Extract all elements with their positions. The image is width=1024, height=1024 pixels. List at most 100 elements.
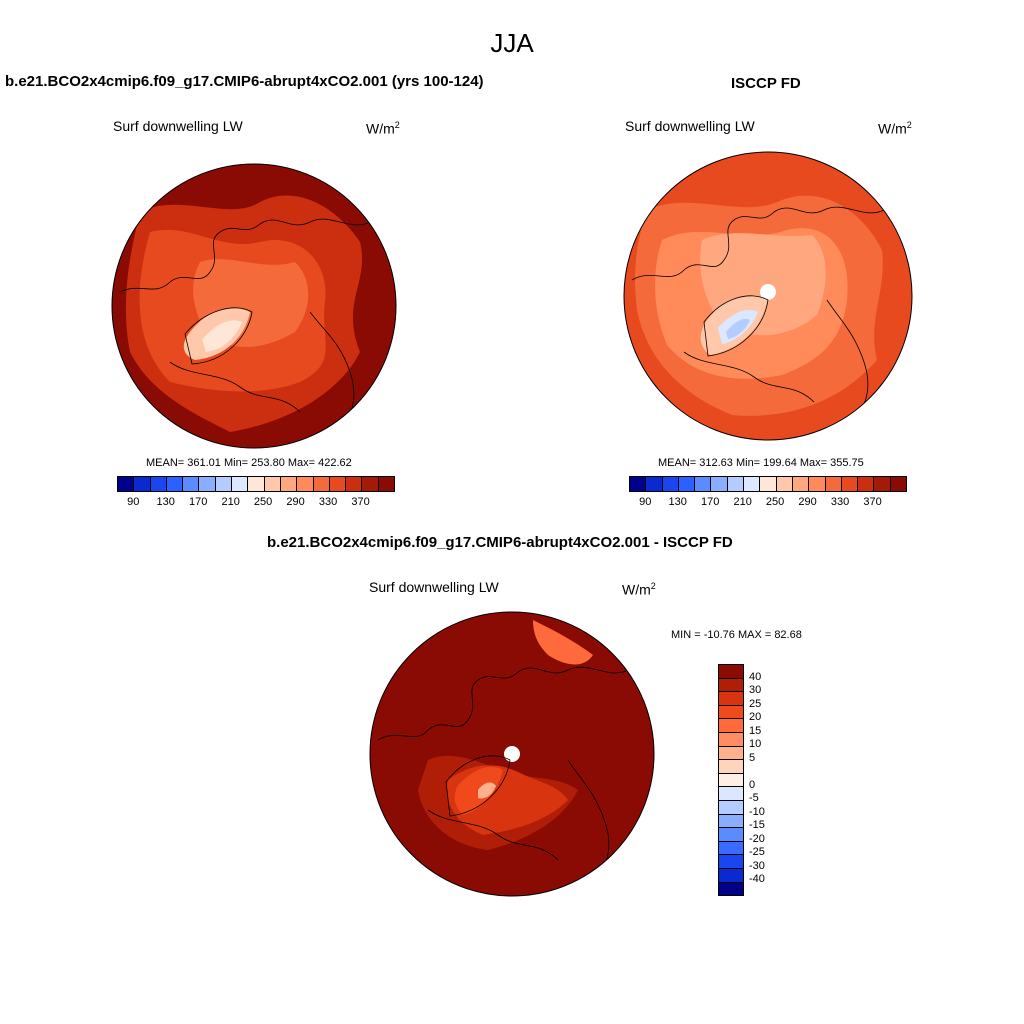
colorbar-tick-label: -10: [749, 805, 765, 818]
colorbar-swatch: [719, 773, 743, 788]
colorbar-swatch: [695, 477, 712, 491]
obs-coastlines: [631, 206, 885, 433]
colorbar-swatch: [183, 477, 200, 491]
obs-map-border: [623, 151, 913, 441]
model-greenland-inner: [202, 320, 242, 352]
model-case-title: b.e21.BCO2x4cmip6.f09_g17.CMIP6-abrupt4x…: [5, 73, 484, 90]
colorbar-swatch: [744, 477, 761, 491]
colorbar-swatch: [719, 705, 743, 720]
colorbar-swatch: [313, 477, 330, 491]
colorbar-swatch: [874, 477, 891, 491]
colorbar-tick-label: 130: [156, 496, 175, 508]
colorbar-tick-label: 90: [127, 496, 140, 508]
colorbar-swatch: [378, 477, 395, 491]
colorbar-swatch: [215, 477, 233, 491]
colorbar-swatch: [711, 477, 728, 491]
model-map-border: [111, 163, 397, 449]
diff-polar-map: [369, 611, 655, 897]
colorbar-swatch: [232, 477, 249, 491]
colorbar-tick-label: 330: [318, 496, 338, 508]
colorbar-swatch: [890, 477, 907, 491]
colorbar-swatch: [719, 746, 743, 761]
obs-polar-map: [623, 151, 913, 441]
colorbar-swatch: [166, 477, 184, 491]
model-units-label: W/m2: [366, 120, 400, 137]
diff-colorbar: [718, 664, 744, 896]
diff-colorbar-labels: 40 30 25 20 15 10 5 0 -5 -10 -15 -20 -25 -30 -40: [749, 664, 789, 894]
colorbar-tick-label: 10: [749, 738, 762, 751]
colorbar-tick-label: 90: [639, 496, 652, 508]
model-colorbar: [117, 476, 395, 492]
colorbar-tick-label: -30: [749, 859, 765, 872]
colorbar-swatch: [792, 477, 810, 491]
colorbar-swatch: [264, 477, 281, 491]
model-coastlines: [119, 218, 371, 443]
colorbar-swatch: [346, 477, 363, 491]
colorbar-swatch: [199, 477, 216, 491]
obs-stats: MEAN= 312.63 Min= 199.64 Max= 355.75: [658, 457, 864, 469]
colorbar-swatch: [719, 882, 743, 896]
diff-region-4: [533, 620, 593, 665]
obs-greenland-core: [726, 318, 750, 339]
colorbar-swatch: [630, 477, 647, 491]
colorbar-tick-label: 330: [830, 496, 850, 508]
colorbar-swatch: [719, 787, 743, 801]
obs-colorbar: [629, 476, 907, 492]
colorbar-swatch: [719, 692, 743, 706]
colorbar-swatch: [719, 868, 743, 883]
colorbar-swatch: [760, 477, 777, 491]
colorbar-swatch: [809, 477, 826, 491]
model-field-label: Surf downwelling LW: [113, 118, 243, 134]
diff-case-title: b.e21.BCO2x4cmip6.f09_g17.CMIP6-abrupt4x…: [267, 534, 733, 551]
colorbar-tick-label: 0: [749, 778, 756, 791]
colorbar-swatch: [280, 477, 298, 491]
colorbar-tick-label: 250: [253, 496, 273, 508]
obs-pole-hole: [760, 284, 776, 300]
diff-region-5: [478, 782, 496, 799]
colorbar-swatch: [719, 841, 743, 856]
colorbar-swatch: [678, 477, 696, 491]
colorbar-swatch: [248, 477, 265, 491]
obs-field-label: Surf downwelling LW: [625, 118, 755, 134]
colorbar-swatch: [134, 477, 151, 491]
colorbar-tick-label: 25: [749, 697, 762, 710]
colorbar-tick-label: 15: [749, 724, 762, 737]
colorbar-tick-label: 370: [351, 496, 370, 508]
colorbar-swatch: [329, 477, 347, 491]
colorbar-swatch: [719, 814, 743, 829]
obs-units-label: W/m2: [878, 120, 912, 137]
diff-field-label: Surf downwelling LW: [369, 579, 499, 595]
colorbar-tick-label: 250: [765, 496, 785, 508]
colorbar-swatch: [719, 719, 743, 733]
colorbar-tick-label: -15: [749, 819, 765, 832]
colorbar-tick-label: 20: [749, 711, 762, 724]
colorbar-tick-label: 290: [286, 496, 305, 508]
diff-map-border: [369, 611, 655, 897]
diff-pole-hole: [504, 746, 520, 762]
colorbar-swatch: [727, 477, 745, 491]
colorbar-tick-label: 170: [700, 496, 720, 508]
colorbar-tick-label: -20: [749, 832, 765, 845]
colorbar-tick-label: -25: [749, 846, 765, 859]
diff-units-label: W/m2: [622, 581, 656, 598]
colorbar-swatch: [719, 760, 743, 774]
colorbar-tick-label: 40: [749, 670, 762, 683]
colorbar-swatch: [646, 477, 663, 491]
model-stats: MEAN= 361.01 Min= 253.80 Max= 422.62: [146, 457, 352, 469]
colorbar-tick-label: 210: [733, 496, 752, 508]
colorbar-tick-label: 170: [188, 496, 208, 508]
colorbar-swatch: [719, 678, 743, 693]
colorbar-tick-label: 290: [798, 496, 817, 508]
colorbar-swatch: [362, 477, 379, 491]
colorbar-swatch: [662, 477, 679, 491]
colorbar-tick-label: 30: [749, 684, 762, 697]
colorbar-swatch: [719, 800, 743, 815]
colorbar-tick-label: -40: [749, 873, 765, 886]
page-title: JJA: [490, 28, 534, 58]
colorbar-tick-label: -5: [749, 792, 759, 805]
colorbar-swatch: [719, 665, 743, 679]
colorbar-swatch: [297, 477, 314, 491]
colorbar-tick-label: 210: [221, 496, 240, 508]
diff-stats: MIN = -10.76 MAX = 82.68: [671, 629, 802, 641]
colorbar-swatch: [719, 732, 743, 747]
